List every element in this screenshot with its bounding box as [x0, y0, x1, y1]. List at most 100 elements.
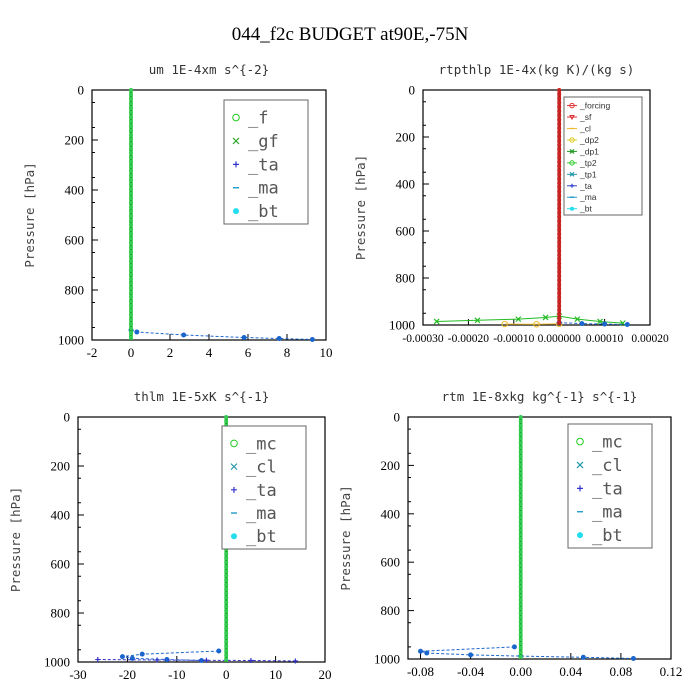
legend-label: _gf	[248, 132, 279, 152]
legend-label: _cl	[246, 458, 277, 478]
profile-point	[224, 591, 229, 596]
y-tick-label: 0	[394, 410, 401, 425]
x-tick-label: -0.00020	[448, 333, 489, 345]
profile-point	[129, 169, 133, 173]
profile-point	[129, 110, 133, 115]
x-tick-label: -2	[87, 345, 98, 360]
profile-point	[129, 286, 133, 290]
profile-point	[557, 261, 562, 266]
profile-point	[557, 286, 562, 291]
y-tick-label: 400	[381, 506, 401, 521]
profile-point	[557, 168, 562, 173]
y-tick-label: 200	[396, 130, 416, 145]
plot-frame	[422, 89, 651, 326]
y-tick-label: 200	[381, 458, 401, 473]
data-point	[597, 318, 603, 325]
profile-point	[557, 130, 562, 135]
y-tick-label: 800	[65, 283, 85, 298]
profile-point	[224, 556, 229, 561]
legend-marker	[570, 183, 574, 188]
profile-point	[129, 295, 133, 299]
y-tick-label: 200	[51, 459, 71, 474]
profile-point	[557, 219, 562, 224]
series-1	[433, 313, 626, 327]
profile-point	[129, 232, 133, 236]
profile-point	[557, 159, 562, 164]
profile-point	[518, 563, 523, 568]
data-point	[501, 320, 508, 328]
profile-point	[129, 254, 133, 259]
data-point	[433, 318, 440, 325]
profile-point	[557, 113, 562, 118]
profile-point	[224, 604, 229, 609]
profile-point	[518, 506, 523, 511]
profile-point	[518, 475, 523, 480]
profile-point	[518, 567, 523, 572]
profile-point	[557, 88, 562, 92]
profile-point	[557, 100, 562, 105]
profile-point	[518, 532, 523, 537]
profile-point	[129, 209, 133, 214]
profile-point	[518, 554, 523, 559]
series-2	[95, 657, 298, 664]
x-tick-label: 2	[167, 345, 174, 360]
data-point	[241, 335, 247, 340]
profile-point	[518, 619, 523, 624]
panel-3: thlm 1E-5xK s^{-1}Pressure [hPa]02004006…	[8, 389, 332, 682]
legend-marker	[232, 113, 240, 122]
y-axis-label: Pressure [hPa]	[338, 485, 353, 590]
legend-label: _cl	[579, 124, 591, 134]
profile-point	[518, 497, 523, 502]
x-tick-label: -20	[119, 667, 136, 682]
data-point	[119, 654, 125, 660]
series-line	[122, 650, 219, 661]
data-point	[139, 651, 145, 657]
profile-point	[224, 573, 229, 578]
profile-point	[129, 218, 133, 223]
legend-label: _ma	[246, 504, 277, 524]
profile-point	[224, 635, 229, 640]
legend-label: _ma	[592, 503, 623, 523]
legend-label: _tp2	[579, 158, 597, 168]
profile-point	[129, 88, 133, 92]
data-point	[199, 658, 204, 664]
profile-point	[224, 582, 229, 587]
profile-point	[129, 317, 133, 322]
profile-point	[129, 128, 133, 133]
data-point	[203, 657, 209, 663]
y-axis-label: Pressure [hPa]	[353, 155, 368, 260]
profile-point	[557, 316, 562, 321]
x-tick-label: 0.00020	[631, 333, 669, 345]
profile-point	[557, 172, 562, 177]
data-point	[474, 317, 481, 324]
profile-point	[129, 178, 133, 182]
profile-point	[224, 657, 229, 662]
profile-point	[557, 299, 562, 304]
profile-point	[129, 101, 133, 106]
x-tick-label: -0.04	[457, 664, 485, 679]
x-tick-label: 0	[223, 667, 230, 682]
legend-marker	[570, 206, 574, 211]
legend-label: _bt	[579, 204, 592, 214]
x-tick-label: -0.08	[407, 664, 434, 679]
profile-point	[224, 644, 229, 649]
data-point	[154, 657, 160, 663]
legend-label: _forcing	[579, 101, 611, 111]
y-tick-label: 0	[409, 83, 416, 98]
profile-point	[557, 104, 562, 109]
panel-title: um 1E-4xm s^{-2}	[149, 62, 269, 77]
profile-point	[557, 147, 562, 152]
profile-point	[518, 571, 523, 576]
profile-point	[129, 263, 133, 268]
profile-point	[557, 142, 562, 147]
data-point	[580, 654, 586, 660]
data-point	[515, 316, 522, 323]
y-tick-label: 1000	[58, 333, 84, 348]
profile-point	[224, 560, 229, 565]
profile-point	[518, 528, 523, 533]
profile-point	[224, 564, 229, 569]
legend-marker	[569, 171, 575, 177]
profile-point	[518, 628, 523, 633]
legend: _f _gf _ta _ma _bt	[223, 99, 309, 225]
x-tick-label: 0.00	[509, 664, 532, 679]
